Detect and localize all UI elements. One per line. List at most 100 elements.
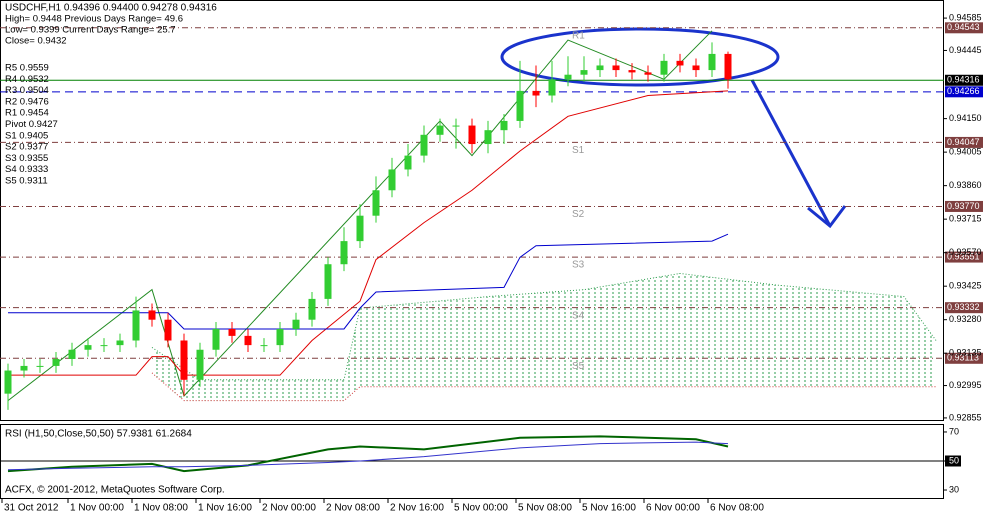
arrow-head [807,205,847,229]
candle-body [516,90,524,121]
candle-body [404,155,412,170]
candle-body [324,264,332,299]
price-box [945,22,983,34]
arrow-shaft [750,79,832,227]
candle-body [484,130,492,145]
x-tick-label: 1 Nov 16:00 [198,503,252,514]
price-box-label: 0.93332 [947,302,980,312]
cloud-upper [151,272,937,381]
y-tick-label: 0.93425 [949,281,982,291]
info-text: S2 0.9377 [5,142,48,153]
price-box [945,200,983,212]
candle-body [292,319,300,329]
price-box-label: 0.93551 [947,251,980,261]
x-tick-label: 5 Nov 00:00 [454,503,508,514]
candle-body [500,120,508,131]
info-text: High= 0.9448 Previous Days Range= 49.6 [5,14,183,25]
candle-body [676,60,684,66]
level-name: S5 [572,361,585,372]
price-box [945,86,983,98]
candle-body [20,365,28,371]
rsi-title: RSI (H1,50,Close,50,50) 57.9381 61.2684 [5,429,192,440]
level-name: R1 [572,30,585,41]
candle-body [340,241,348,265]
y-tick-label: 0.94005 [949,147,982,157]
y-tick-label: 70 [949,426,959,436]
candle-body [4,370,12,394]
y-tick-label: 0.93135 [949,348,982,358]
x-tick-label: 1 Nov 00:00 [70,503,124,514]
price-box [945,352,983,364]
candle-body [468,125,476,145]
candle-body [580,70,588,75]
price-box [945,136,983,148]
candle-body [548,79,556,96]
candle-body [228,328,236,336]
y-tick-label: 0.94585 [949,12,982,22]
price-box [945,251,983,263]
candle-body [436,125,444,135]
rsi-frame [0,424,944,499]
candle-body [452,125,460,127]
info-text: S1 0.9405 [5,130,48,141]
candle-body [596,65,604,71]
x-tick-label: 2 Nov 00:00 [262,503,316,514]
candle-body [372,190,380,216]
candle-body [180,340,188,380]
info-text: S4 0.9333 [5,164,48,175]
highlight-ellipse [500,27,780,87]
candle-body [628,70,636,73]
y-tick-label: 0.94445 [949,45,982,55]
info-text: Low= 0.9399 Current Days Range= 25.7 [5,25,176,36]
level-name: S1 [572,145,585,156]
x-tick-label: 1 Nov 08:00 [134,503,188,514]
info-text: R2 0.9476 [5,96,49,107]
price-box-label: 0.94047 [947,137,980,147]
level-name: S2 [572,209,585,220]
price-box-label: 0.94316 [947,75,980,85]
candle-body [164,319,172,341]
candle-body [68,349,76,359]
x-tick-label: 2 Nov 16:00 [390,503,444,514]
candle-body [612,65,620,71]
y-tick-label: 0.92855 [949,412,982,422]
candle-body [148,310,156,320]
rsi-line [7,441,729,471]
main-frame [0,0,944,421]
level-name: S4 [572,310,585,321]
info-text: R1 0.9454 [5,108,49,119]
info-text: Pivot 0.9427 [5,119,58,130]
candle-body [52,358,60,366]
candle-body [388,169,396,191]
candle-body [564,74,572,80]
y-tick-label: 0.92995 [949,380,982,390]
candle-body [276,328,284,346]
info-text: R4 0.9532 [5,74,49,85]
rsi-line [7,435,729,473]
candle-body [660,60,668,75]
candle-body [308,298,316,320]
tick-box [945,455,961,467]
x-tick-label: 6 Nov 00:00 [646,503,700,514]
candle-body [420,134,428,156]
y-tick-label: 50 [949,455,959,465]
candle-body [84,345,92,350]
candle-body [692,65,700,71]
x-tick-label: 5 Nov 08:00 [518,503,572,514]
candle-body [196,349,204,380]
y-tick-label: 0.93570 [949,247,982,257]
candle-body [36,365,44,367]
price-box-label: 0.93770 [947,201,980,211]
y-tick-label: 0.93280 [949,314,982,324]
indicator-line [8,90,729,376]
candle-body [724,53,732,80]
cloud-area [152,273,936,401]
copyright: ACFX, © 2001-2012, MetaQuotes Software C… [5,485,225,496]
candle-body [356,215,364,242]
candle-body [708,53,716,71]
chart-title: USDCHF,H1 0.94396 0.94400 0.94278 0.9431… [5,3,217,14]
x-tick-label: 5 Nov 16:00 [582,503,636,514]
candle-body [644,72,652,75]
candle-body [244,335,252,346]
